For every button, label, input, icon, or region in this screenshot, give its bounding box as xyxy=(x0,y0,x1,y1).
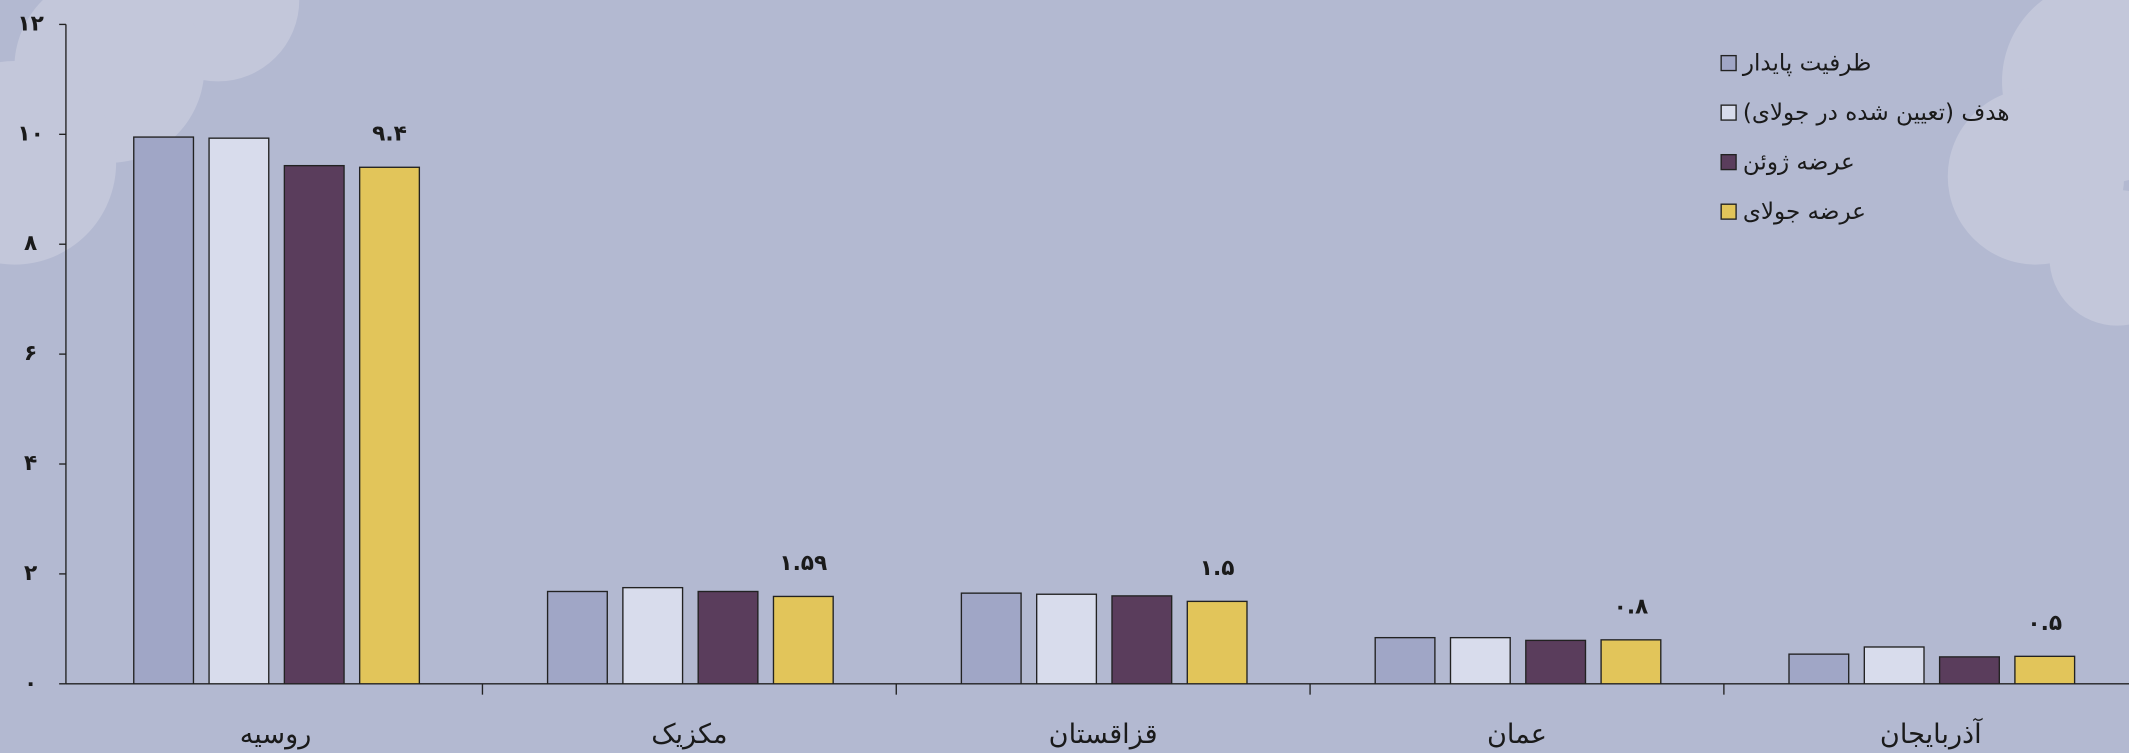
bar xyxy=(1600,639,1662,685)
legend-label: ظرفیت پایدار xyxy=(1742,50,1871,76)
bar xyxy=(1111,595,1173,685)
data-label: ۱.۵۹ xyxy=(779,551,827,576)
y-tick-label: ۱۰ xyxy=(17,121,43,146)
bar xyxy=(358,166,421,685)
legend-swatch xyxy=(1720,54,1737,72)
bar xyxy=(133,136,195,685)
data-label: ۹.۴ xyxy=(372,122,407,147)
bar xyxy=(1036,593,1098,685)
bar xyxy=(1863,646,1925,685)
bar xyxy=(1374,636,1436,685)
data-label: ۱.۵ xyxy=(1200,556,1235,581)
legend-swatch xyxy=(1720,104,1737,121)
x-tick-label: مکزیک xyxy=(651,719,727,750)
x-tick-label: روسیه xyxy=(240,719,312,750)
legend-swatch xyxy=(1720,203,1737,220)
cloud xyxy=(0,0,2129,326)
legend-label: هدف (تعیین شده در جولای) xyxy=(1743,100,2010,126)
x-tick-label: آذربایجان xyxy=(1880,717,1983,750)
bar xyxy=(697,590,759,685)
bar xyxy=(1449,636,1511,685)
bar xyxy=(546,590,608,685)
bar xyxy=(960,592,1022,685)
data-label: ۰.۸ xyxy=(1614,594,1649,619)
bar xyxy=(1788,653,1850,685)
bar xyxy=(208,137,270,685)
bar xyxy=(1186,600,1248,685)
bar xyxy=(2014,655,2076,685)
bar xyxy=(772,595,834,685)
y-tick-label: ۶ xyxy=(24,341,37,366)
legend-label: عرضه جولای xyxy=(1743,199,1866,225)
y-tick-label: ۰ xyxy=(24,671,37,696)
y-tick-label: ۲ xyxy=(24,561,37,586)
bar xyxy=(283,164,345,685)
bar xyxy=(622,586,684,685)
x-tick-label: عمان xyxy=(1487,719,1547,750)
legend-swatch xyxy=(1720,153,1737,171)
x-tick-label: قزاقستان xyxy=(1049,719,1158,750)
bar xyxy=(1938,656,2000,685)
legend-label: عرضه ژوئن xyxy=(1743,149,1855,175)
y-tick-label: ۸ xyxy=(24,231,37,256)
y-tick-label: ۴ xyxy=(24,451,37,476)
y-tick-label: ۱۲ xyxy=(17,11,43,36)
data-label: ۰.۵ xyxy=(2027,611,2062,636)
bar xyxy=(1525,639,1587,685)
